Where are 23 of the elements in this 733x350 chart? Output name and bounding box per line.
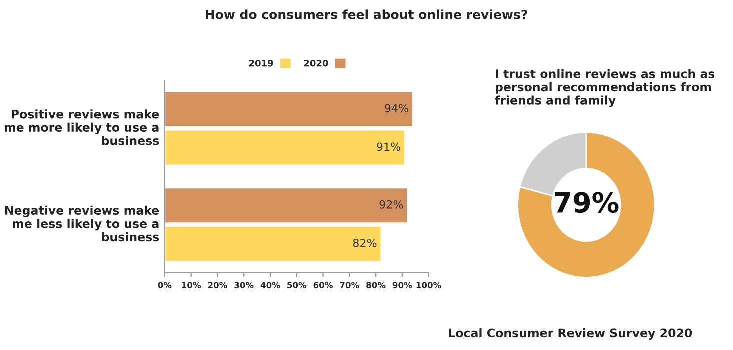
y-tick-label: Negative reviews make me less likely to use a business: [5, 206, 160, 242]
data-label: 92%: [380, 200, 404, 209]
legend-label: 2020: [304, 60, 328, 67]
x-tick-label: 100%: [416, 282, 442, 288]
x-tick-label: 90%: [392, 282, 412, 288]
text: Local Consumer Review Survey 2020: [449, 328, 692, 340]
chart-title: I trust online reviews as much as personal recommendations from friends and family: [495, 69, 715, 108]
y-tick-label: Positive reviews make me more likely to use a business: [4, 110, 160, 146]
x-tick-label: 40%: [260, 282, 280, 288]
legend-label: 2019: [249, 60, 274, 67]
chart-title: How do consumers feel about online reviews?: [206, 10, 528, 20]
x-tick-label: 50%: [288, 282, 307, 288]
x-tick-label: 10%: [182, 282, 202, 288]
x-tick-label: 70%: [340, 282, 360, 288]
x-tick-label: 20%: [208, 282, 228, 288]
x-tick-label: 30%: [234, 282, 254, 288]
data-label: 94%: [385, 104, 408, 113]
x-tick-label: 60%: [314, 282, 333, 288]
x-tick-label: 0%: [158, 282, 172, 288]
x-tick-label: 80%: [366, 282, 386, 288]
data-label: 79%: [555, 192, 619, 214]
data-label: 91%: [377, 142, 400, 152]
data-label: 82%: [353, 238, 377, 248]
